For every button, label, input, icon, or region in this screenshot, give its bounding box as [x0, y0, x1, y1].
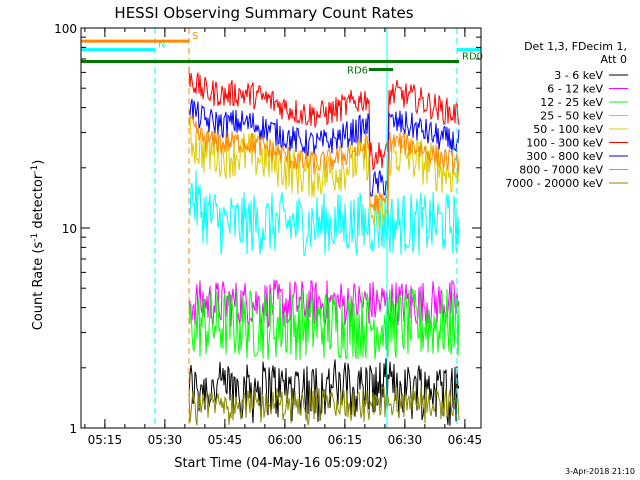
- x-tick-label: 06:30: [388, 433, 423, 447]
- timestamp-label: 3-Apr-2018 21:10: [565, 467, 635, 476]
- x-tick-label: 06:45: [448, 433, 483, 447]
- legend-label: 50 - 100 keV: [533, 123, 603, 136]
- flag-label: S: [192, 31, 198, 42]
- series-line: [188, 288, 460, 361]
- series-line: [188, 279, 460, 329]
- x-tick-label: 05:45: [208, 433, 243, 447]
- y-axis-label: Count Rate (s-1 detector-1): [30, 160, 46, 331]
- axes: 1 10 100 05:15 05:30 05:45 06:00 06:15 06:30 06:4…: [54, 22, 482, 447]
- legend-title: Det 1,3, FDecim 1,: [524, 40, 627, 53]
- legend-label: 25 - 50 keV: [540, 110, 603, 123]
- flag-label: RD6: [347, 66, 368, 77]
- legend-label: 3 - 6 keV: [554, 69, 603, 82]
- chart-title: HESSI Observing Summary Count Rates: [114, 4, 413, 22]
- legend-title: Att 0: [601, 53, 627, 66]
- y-tick-label: 100: [54, 22, 77, 36]
- plot-area: N S RD6 RD0: [81, 28, 483, 428]
- series-line: [188, 66, 460, 171]
- x-axis-label: Start Time (04-May-16 05:09:02): [174, 456, 388, 471]
- series-line: [188, 98, 460, 197]
- legend-label: 6 - 12 keV: [547, 83, 603, 96]
- series-line: [188, 358, 460, 426]
- y-tick-label: 10: [62, 222, 77, 236]
- flag-label: RD0: [462, 51, 483, 62]
- series-line: [188, 115, 460, 215]
- legend-label: 100 - 300 keV: [526, 137, 603, 150]
- series-line: [188, 170, 460, 257]
- x-tick-label: 05:30: [148, 433, 183, 447]
- series-line: [188, 385, 460, 426]
- legend-label: 12 - 25 keV: [540, 96, 603, 109]
- legend-label: 300 - 800 keV: [526, 150, 603, 163]
- x-tick-label: 05:15: [88, 433, 123, 447]
- legend-label: 800 - 7000 keV: [519, 164, 603, 177]
- y-tick-label: 1: [69, 422, 77, 436]
- x-tick-label: 06:15: [328, 433, 363, 447]
- x-tick-label: 06:00: [268, 433, 303, 447]
- flag-label: N: [158, 40, 165, 51]
- legend-label: 7000 - 20000 keV: [505, 177, 603, 190]
